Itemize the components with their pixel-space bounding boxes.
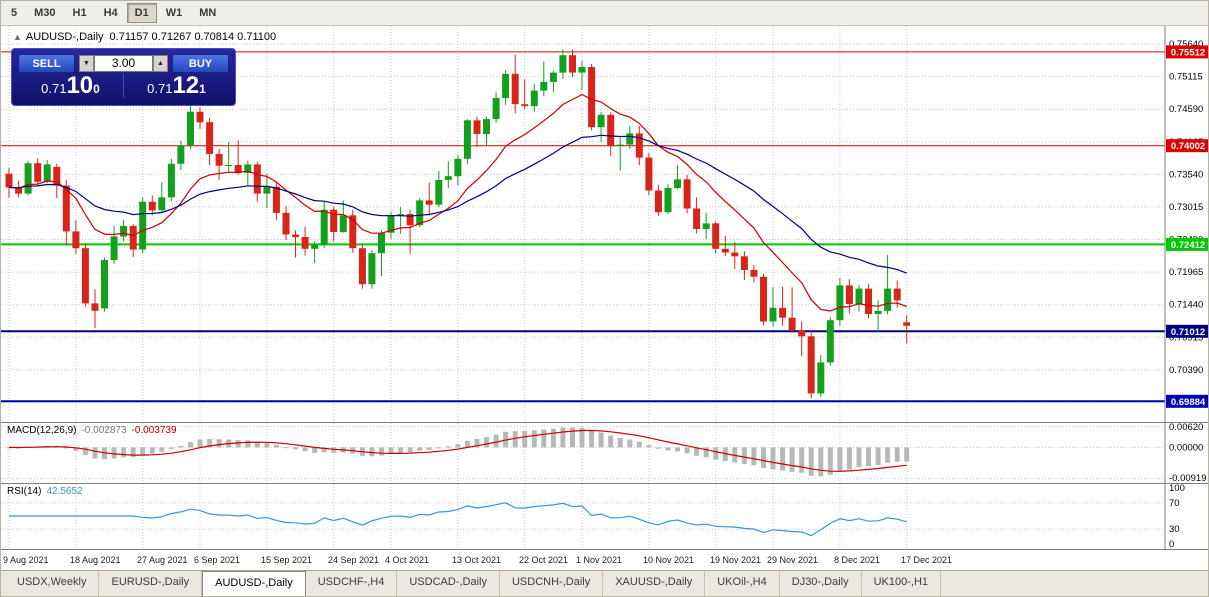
chart-tab-eurusd-daily[interactable]: EURUSD-,Daily xyxy=(99,571,203,596)
chart-ohlc-values: 0.71157 0.71267 0.70814 0.71100 xyxy=(109,31,277,43)
date-axis-label: 15 Sep 2021 xyxy=(261,555,313,565)
timeframe-toolbar: 5 M30 H1 H4 D1 W1 MN xyxy=(1,1,1208,26)
svg-text:0.75640: 0.75640 xyxy=(1169,39,1203,50)
svg-text:-0.00919: -0.00919 xyxy=(1169,473,1207,483)
svg-text:0.69884: 0.69884 xyxy=(1171,397,1206,408)
bid-price: 0.71 10 0 xyxy=(18,74,123,98)
macd-panel[interactable]: 0.00620 0.00000 -0.00919 xyxy=(1,422,1209,483)
chart-tab-usdchf-h4[interactable]: USDCHF-,H4 xyxy=(306,571,398,596)
svg-text:0.75115: 0.75115 xyxy=(1169,72,1203,83)
date-axis-label: 9 Aug 2021 xyxy=(3,555,49,565)
chart-tab-audusd-daily[interactable]: AUDUSD-,Daily xyxy=(202,571,306,596)
macd-signal-value: -0.003739 xyxy=(131,425,177,436)
date-axis[interactable]: 9 Aug 2021 18 Aug 2021 27 Aug 2021 6 Sep 20… xyxy=(1,549,1208,574)
chart-tab-usdcad-daily[interactable]: USDCAD-,Daily xyxy=(397,571,500,596)
bid-pips: 10 xyxy=(66,72,94,99)
date-axis-label: 8 Dec 2021 xyxy=(834,555,881,565)
svg-text:0.71965: 0.71965 xyxy=(1169,267,1203,278)
timeframe-button-5[interactable]: 5 xyxy=(3,3,25,23)
chart-tab-uk100-h1[interactable]: UK100-,H1 xyxy=(862,571,942,596)
svg-text:0.72412: 0.72412 xyxy=(1171,240,1205,251)
chart-tabs-bar: USDX,Weekly EURUSD-,Daily AUDUSD-,Daily USD… xyxy=(1,570,1208,596)
rsi-panel[interactable]: 100 70 30 0 xyxy=(1,483,1209,549)
timeframe-button-h1[interactable]: H1 xyxy=(65,3,95,23)
rsi-name: RSI(14) xyxy=(7,486,42,497)
date-axis-label: 27 Aug 2021 xyxy=(137,555,188,565)
one-click-trading-panel: SELL ▼ 3.00 ▲ BUY 0.71 10 0 0.71 12 1 xyxy=(11,48,236,106)
svg-text:0.74002: 0.74002 xyxy=(1171,141,1205,152)
date-axis-label: 13 Oct 2021 xyxy=(452,555,502,565)
svg-text:0.73540: 0.73540 xyxy=(1169,169,1203,180)
rsi-label: RSI(14) 42.5652 xyxy=(7,486,83,497)
svg-text:30: 30 xyxy=(1169,524,1180,535)
svg-text:0.70390: 0.70390 xyxy=(1169,365,1203,376)
svg-text:0.74590: 0.74590 xyxy=(1169,104,1203,115)
svg-text:100: 100 xyxy=(1169,483,1185,494)
bid-pip-fraction: 0 xyxy=(93,82,100,96)
macd-name: MACD(12,26,9) xyxy=(7,425,77,436)
chart-symbol-icon: ▲ xyxy=(13,32,22,42)
date-axis-label: 22 Oct 2021 xyxy=(519,555,569,565)
rsi-value: 42.5652 xyxy=(46,486,83,497)
bid-base: 0.71 xyxy=(41,81,67,96)
sell-button[interactable]: SELL xyxy=(18,54,75,73)
macd-label: MACD(12,26,9) -0.002873 -0.003739 xyxy=(7,425,177,436)
date-axis-label: 18 Aug 2021 xyxy=(70,555,121,565)
date-axis-label: 24 Sep 2021 xyxy=(328,555,380,565)
svg-text:0.00620: 0.00620 xyxy=(1169,422,1203,433)
svg-text:0.73015: 0.73015 xyxy=(1169,202,1203,213)
ask-base: 0.71 xyxy=(147,81,173,96)
chart-tab-usdcnh-daily[interactable]: USDCNH-,Daily xyxy=(500,571,604,596)
date-axis-label: 6 Sep 2021 xyxy=(194,555,241,565)
volume-control: ▼ 3.00 ▲ xyxy=(79,55,168,72)
svg-text:0.71012: 0.71012 xyxy=(1171,327,1205,338)
date-axis-label: 1 Nov 2021 xyxy=(576,555,623,565)
timeframe-button-mn[interactable]: MN xyxy=(191,3,224,23)
ask-pips: 12 xyxy=(172,72,200,99)
chart-tab-dj30-daily[interactable]: DJ30-,Daily xyxy=(780,571,862,596)
date-axis-label: 4 Oct 2021 xyxy=(385,555,430,565)
date-axis-label: 10 Nov 2021 xyxy=(643,555,695,565)
date-axis-label: 19 Nov 2021 xyxy=(710,555,762,565)
timeframe-button-m30[interactable]: M30 xyxy=(26,3,63,23)
svg-text:0.71440: 0.71440 xyxy=(1169,300,1203,311)
svg-text:0: 0 xyxy=(1169,539,1174,549)
chart-symbol-label: AUDUSD-,Daily xyxy=(25,31,104,43)
chart-area: 0.756400.751150.745900.740650.735400.730… xyxy=(1,26,1209,574)
ask-pip-fraction: 1 xyxy=(199,82,206,96)
date-axis-label: 17 Dec 2021 xyxy=(901,555,953,565)
volume-decrease-button[interactable]: ▼ xyxy=(79,55,94,72)
timeframe-button-h4[interactable]: H4 xyxy=(96,3,126,23)
macd-main-value: -0.002873 xyxy=(81,425,127,436)
volume-value[interactable]: 3.00 xyxy=(94,55,153,72)
chart-title: ▲ AUDUSD-,Daily 0.71157 0.71267 0.70814 0.… xyxy=(13,31,276,43)
chart-tab-usdx-weekly[interactable]: USDX,Weekly xyxy=(5,571,100,596)
chart-tab-ukoil-h4[interactable]: UKOil-,H4 xyxy=(705,571,780,596)
buy-button[interactable]: BUY xyxy=(172,54,229,73)
svg-text:70: 70 xyxy=(1169,498,1180,509)
ask-price: 0.71 12 1 xyxy=(123,74,229,98)
date-axis-label: 29 Nov 2021 xyxy=(767,555,819,565)
chart-tab-xauusd-daily[interactable]: XAUUSD-,Daily xyxy=(603,571,706,596)
svg-text:0.00000: 0.00000 xyxy=(1169,442,1203,453)
volume-increase-button[interactable]: ▲ xyxy=(153,55,168,72)
timeframe-button-d1[interactable]: D1 xyxy=(126,3,157,23)
timeframe-button-w1[interactable]: W1 xyxy=(158,3,191,23)
svg-text:0.75512: 0.75512 xyxy=(1171,47,1205,58)
